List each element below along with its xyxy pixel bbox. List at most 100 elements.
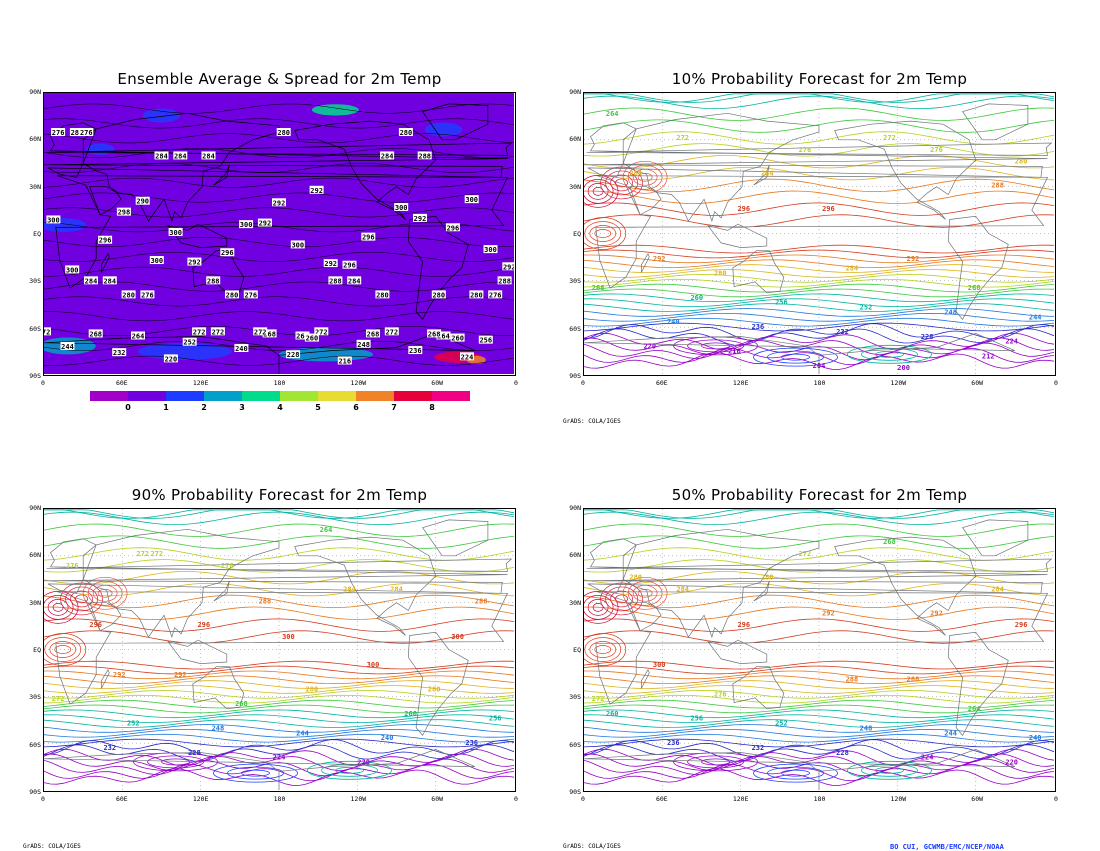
contour-label: 220	[1005, 759, 1018, 767]
contour-label: 252	[860, 304, 873, 312]
contour-label-text: 290	[136, 198, 149, 206]
spread-blob	[311, 104, 359, 116]
hot-contour	[584, 179, 614, 204]
y-tick-label: 60N	[29, 135, 41, 144]
contour-label: 276	[243, 290, 258, 299]
x-tick-label: 60E	[655, 379, 668, 387]
coastline	[641, 669, 650, 689]
temperature-contour	[44, 237, 514, 248]
temperature-contour	[584, 738, 1054, 748]
x-tick-label: 180	[273, 379, 286, 387]
temperature-contour	[584, 694, 1054, 704]
hot-contour	[47, 598, 69, 616]
spread-blob	[424, 122, 463, 137]
contour-label: 296	[361, 232, 376, 242]
x-tick-label: 120W	[350, 795, 367, 803]
colorbar-swatch	[242, 391, 280, 401]
contour-label: 268	[427, 329, 442, 338]
coastline	[584, 749, 1015, 790]
temperature-contour	[584, 254, 1054, 264]
temperature-contour	[44, 728, 514, 738]
contour-label: 280	[469, 290, 484, 299]
temperature-contour	[584, 748, 1054, 767]
colorbar-swatch	[280, 391, 318, 401]
temperature-contour	[584, 278, 1054, 288]
contour-label: 280	[375, 290, 390, 299]
contour-label: 204	[813, 362, 826, 370]
contour-label: 280	[431, 290, 446, 299]
contour-label-text: 300	[66, 266, 79, 274]
temperature-contour	[44, 680, 514, 689]
y-tick-label: 30N	[569, 182, 581, 191]
contour-label: 256	[478, 335, 493, 345]
temperature-contour	[584, 535, 1054, 549]
contour-label-text: 264	[296, 332, 309, 340]
contour-label: 284	[347, 276, 362, 285]
coastline	[595, 591, 1049, 705]
temperature-contour	[584, 264, 1054, 273]
temperature-contour	[584, 190, 1054, 204]
contour-label-text: 272	[212, 328, 225, 336]
contour-label: 300	[483, 245, 498, 254]
contour-label: 300	[464, 195, 479, 204]
contour-label: 272	[799, 550, 812, 558]
y-tick-label: EQ	[33, 230, 41, 238]
contour-label-text: 284	[103, 277, 116, 285]
temperature-contour	[584, 724, 1054, 733]
contour-label: 296	[89, 621, 102, 629]
contour-label: 200	[897, 364, 910, 372]
contour-label: 280	[761, 574, 774, 582]
contour-label: 292	[413, 213, 427, 223]
contour-label-text: 292	[310, 187, 323, 195]
temperature-contour	[584, 704, 1054, 714]
temperature-contour	[584, 273, 1054, 283]
temperature-contour	[44, 733, 514, 743]
temperature-contour	[44, 133, 514, 144]
coastline	[44, 538, 508, 594]
contour-label: 288	[846, 676, 859, 684]
contour-label: 280	[276, 128, 291, 137]
grads-credit: GrADS: COLA/IGES	[563, 843, 621, 850]
temperature-contour	[584, 119, 1054, 133]
coastline	[584, 122, 1048, 178]
coastline	[586, 142, 1053, 156]
temperature-contour	[584, 166, 1054, 181]
coastline	[586, 558, 1053, 572]
contour-label-text: 276	[52, 129, 65, 137]
temperature-contour	[44, 340, 514, 351]
contour-label: 280	[714, 269, 727, 277]
contour-label: 252	[182, 337, 197, 347]
contour-label: 300	[653, 661, 666, 669]
temperature-contour	[584, 523, 1054, 537]
contour-label-text: 280	[400, 129, 413, 137]
temperature-contour	[44, 535, 514, 549]
temperature-contour	[44, 689, 514, 699]
contour-label-text: 296	[447, 224, 460, 232]
contour-label: 300	[149, 256, 164, 265]
contour-label-text: 288	[418, 152, 431, 160]
contour-label: 300	[451, 633, 464, 641]
spread-blob	[138, 343, 232, 360]
contour-label-text: 292	[414, 215, 427, 223]
contour-label: 244	[60, 341, 75, 351]
hot-contour	[587, 598, 609, 616]
hot-contour	[589, 641, 617, 658]
y-tick-label: EQ	[573, 646, 581, 654]
contour-label: 272	[150, 550, 163, 558]
contour-label: 284	[380, 151, 395, 160]
contour-label-text: 284	[381, 152, 394, 160]
x-tick-label: 0	[514, 795, 518, 803]
map-frame: 272 272 276 280 284 288 292 296 300 300 300 296 292 2…	[43, 508, 516, 792]
spread-blob	[142, 108, 181, 123]
temperature-contour	[44, 758, 514, 777]
contour-label: 264	[968, 705, 981, 713]
contour-label-text: 240	[235, 345, 248, 353]
contour-label-text: 292	[324, 260, 337, 268]
contour-label: 276	[79, 128, 94, 137]
x-tick-label: 120W	[350, 379, 367, 387]
cold-contour	[161, 758, 191, 766]
contour-label-text: 288	[207, 277, 220, 285]
cold-contour	[701, 342, 731, 350]
contour-label: 232	[752, 744, 765, 752]
hot-contour	[605, 170, 638, 196]
